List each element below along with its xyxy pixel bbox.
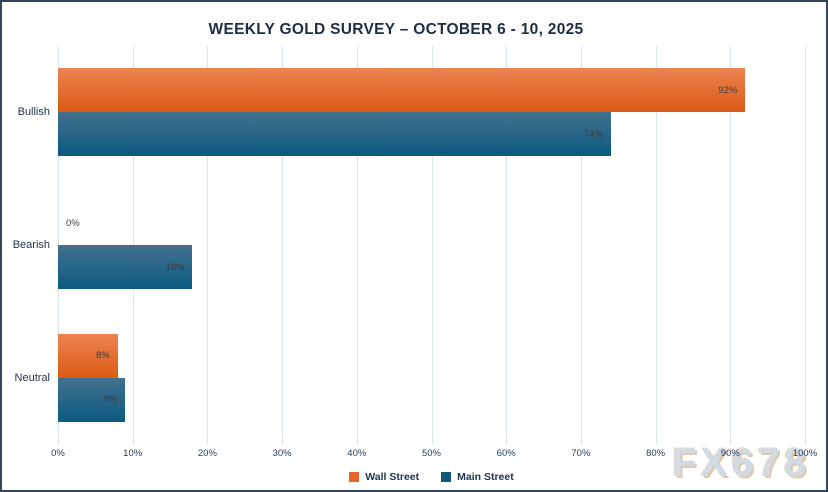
x-tick-label: 40% xyxy=(347,448,367,459)
gridline xyxy=(655,46,657,444)
gridline xyxy=(207,46,209,444)
gridline xyxy=(356,46,358,444)
plot-area: 92% 74% 0% 18% 8% 9% xyxy=(58,46,806,444)
category-label-bullish: Bullish xyxy=(17,106,50,119)
x-axis: 0% 10% 20% 30% 40% 50% 60% 70% 80% 90% 100% xyxy=(51,448,817,462)
wall-street-swatch-icon xyxy=(349,472,360,482)
x-tick-label: 90% xyxy=(720,448,740,459)
bar-wall-street-neutral: 8% xyxy=(58,333,118,378)
data-label: 74% xyxy=(583,128,603,140)
data-label: 9% xyxy=(103,394,118,406)
x-tick-label: 60% xyxy=(496,448,516,459)
legend-label: Wall Street xyxy=(365,471,420,483)
gridline xyxy=(282,46,284,444)
gridline xyxy=(506,46,508,444)
data-label: 18% xyxy=(165,261,185,273)
legend-item-main-street: Main Street xyxy=(441,471,514,483)
x-tick-label: 100% xyxy=(792,448,818,459)
x-tick-label: 20% xyxy=(197,448,217,459)
data-label: 0% xyxy=(66,217,80,229)
x-tick-label: 70% xyxy=(571,448,591,459)
watermark: FX678 xyxy=(672,441,810,485)
x-tick-label: 80% xyxy=(646,448,666,459)
main-street-swatch-icon xyxy=(441,472,452,482)
bar-main-street-bullish: 74% xyxy=(58,112,611,157)
category-label-neutral: Neutral xyxy=(14,371,50,384)
legend: Wall Street Main Street xyxy=(58,471,805,483)
gridline xyxy=(580,46,582,444)
gridline xyxy=(431,46,433,444)
bar-wall-street-bullish: 92% xyxy=(58,68,746,113)
gridline xyxy=(805,46,806,444)
x-tick-label: 30% xyxy=(272,448,292,459)
bar-main-street-neutral: 9% xyxy=(58,377,126,422)
legend-item-wall-street: Wall Street xyxy=(349,471,419,483)
x-tick-label: 10% xyxy=(123,448,143,459)
x-tick-label: 0% xyxy=(51,448,65,459)
chart-title: WEEKLY GOLD SURVEY – OCTOBER 6 - 10, 202… xyxy=(208,21,584,38)
gridline xyxy=(730,46,732,444)
data-label: 8% xyxy=(96,350,110,362)
legend-label: Main Street xyxy=(457,471,514,483)
category-label-bearish: Bearish xyxy=(12,238,50,251)
x-tick-label: 50% xyxy=(421,448,442,459)
data-label: 92% xyxy=(718,84,738,96)
bar-main-street-bearish: 18% xyxy=(58,245,193,289)
